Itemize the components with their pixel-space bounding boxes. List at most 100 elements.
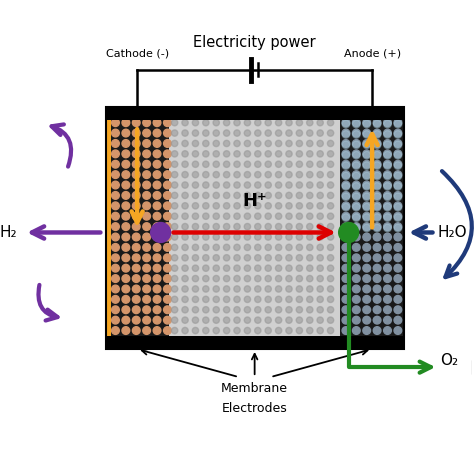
Circle shape — [363, 295, 371, 303]
Circle shape — [265, 172, 271, 178]
Circle shape — [203, 255, 209, 261]
Circle shape — [255, 119, 261, 126]
Circle shape — [244, 275, 251, 282]
Circle shape — [172, 203, 178, 209]
Circle shape — [132, 212, 140, 220]
Circle shape — [143, 285, 150, 293]
Circle shape — [342, 214, 350, 221]
Circle shape — [383, 141, 392, 149]
Circle shape — [317, 265, 323, 271]
Circle shape — [265, 296, 271, 302]
Circle shape — [213, 286, 219, 292]
Circle shape — [172, 140, 178, 146]
Circle shape — [164, 264, 171, 272]
Circle shape — [132, 275, 140, 283]
Bar — [106, 119, 169, 337]
Circle shape — [182, 151, 188, 157]
Circle shape — [213, 119, 219, 126]
Circle shape — [111, 244, 119, 251]
Circle shape — [151, 222, 171, 242]
Circle shape — [213, 151, 219, 157]
Circle shape — [203, 286, 209, 292]
Circle shape — [363, 181, 371, 189]
Circle shape — [265, 255, 271, 261]
Circle shape — [153, 233, 161, 241]
Circle shape — [223, 265, 230, 271]
Circle shape — [143, 223, 150, 230]
Circle shape — [244, 203, 251, 209]
Circle shape — [307, 234, 313, 240]
Circle shape — [286, 161, 292, 167]
Circle shape — [213, 223, 219, 230]
Circle shape — [255, 203, 261, 209]
Circle shape — [296, 328, 302, 334]
Circle shape — [339, 222, 358, 242]
Circle shape — [182, 296, 188, 302]
Circle shape — [317, 182, 323, 188]
Circle shape — [122, 160, 130, 168]
Circle shape — [153, 223, 161, 230]
Circle shape — [182, 140, 188, 146]
Bar — [169, 119, 340, 337]
Circle shape — [132, 160, 140, 168]
Circle shape — [164, 254, 171, 262]
Circle shape — [363, 316, 371, 324]
Circle shape — [164, 223, 171, 230]
Circle shape — [213, 307, 219, 313]
Circle shape — [182, 307, 188, 313]
Circle shape — [373, 223, 381, 230]
Circle shape — [265, 182, 271, 188]
Circle shape — [234, 161, 240, 167]
Circle shape — [223, 130, 230, 136]
Circle shape — [265, 275, 271, 282]
Circle shape — [122, 295, 130, 303]
Circle shape — [383, 119, 392, 127]
Circle shape — [296, 234, 302, 240]
Circle shape — [394, 120, 402, 128]
Circle shape — [265, 265, 271, 271]
Circle shape — [244, 130, 251, 136]
Circle shape — [132, 264, 140, 272]
Circle shape — [342, 254, 350, 262]
Circle shape — [286, 151, 292, 157]
Circle shape — [122, 171, 130, 179]
Circle shape — [223, 223, 230, 230]
Circle shape — [328, 317, 334, 323]
Circle shape — [265, 151, 271, 157]
Circle shape — [164, 275, 171, 283]
Text: H₂O: H₂O — [438, 225, 467, 240]
Circle shape — [353, 181, 360, 189]
Circle shape — [192, 192, 199, 199]
Circle shape — [286, 265, 292, 271]
Circle shape — [363, 140, 371, 147]
Circle shape — [373, 285, 381, 293]
Circle shape — [143, 191, 150, 199]
Circle shape — [317, 151, 323, 157]
Circle shape — [143, 119, 150, 127]
Circle shape — [203, 182, 209, 188]
Circle shape — [203, 130, 209, 136]
Circle shape — [244, 182, 251, 188]
Circle shape — [164, 202, 171, 210]
Circle shape — [317, 307, 323, 313]
Circle shape — [353, 212, 360, 220]
Circle shape — [317, 223, 323, 230]
Circle shape — [111, 171, 119, 179]
Circle shape — [317, 328, 323, 334]
Circle shape — [353, 306, 360, 314]
Circle shape — [328, 255, 334, 261]
Circle shape — [244, 223, 251, 230]
Circle shape — [234, 192, 240, 199]
Circle shape — [307, 119, 313, 126]
Circle shape — [373, 130, 381, 138]
Circle shape — [342, 160, 350, 168]
Circle shape — [223, 296, 230, 302]
Circle shape — [234, 234, 240, 240]
Circle shape — [213, 244, 219, 251]
Circle shape — [182, 130, 188, 136]
Circle shape — [255, 151, 261, 157]
Circle shape — [244, 265, 251, 271]
Circle shape — [328, 244, 334, 251]
Circle shape — [394, 233, 402, 241]
Circle shape — [223, 203, 230, 209]
